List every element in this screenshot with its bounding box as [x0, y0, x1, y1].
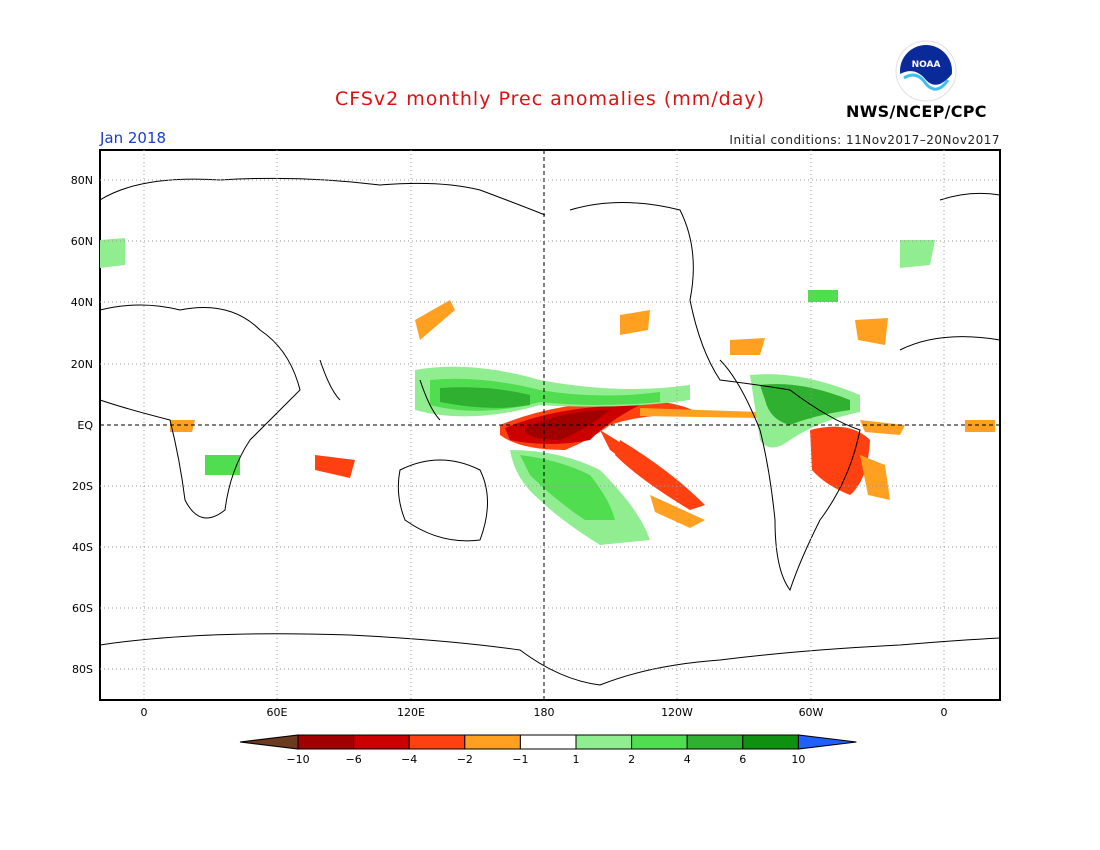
lat-label: 80N: [71, 174, 93, 187]
agency-label: NWS/NCEP/CPC: [846, 102, 987, 121]
lon-label: 60W: [799, 706, 824, 719]
lon-label: 120E: [397, 706, 425, 719]
coastlines: [99, 177, 1001, 686]
colorbar-tick-label: −2: [457, 753, 473, 766]
longitude-labels: 0 60E 120E 180 120W 60W 0: [141, 706, 948, 719]
lat-label: EQ: [77, 419, 93, 432]
colorbar-tick-label: −4: [401, 753, 417, 766]
colorbar-tick-label: −1: [512, 753, 528, 766]
colorbar-swatch: [297, 734, 355, 750]
colorbar-swatch: [631, 734, 688, 750]
colorbar-swatch: [742, 734, 799, 750]
noaa-logo: NOAA: [895, 40, 957, 102]
lon-label: 60E: [267, 706, 288, 719]
colorbar-swatch: [686, 734, 744, 750]
lat-label: 60N: [71, 235, 93, 248]
color-bar-legend: −10 −6 −4 −2 −1 1 2 4 6 10: [239, 734, 857, 766]
colorbar-tick-label: 10: [791, 753, 805, 766]
colorbar-swatch: [353, 734, 410, 750]
lat-label: 40N: [71, 296, 93, 309]
anomaly-shading: [100, 238, 995, 545]
lat-label: 20S: [72, 480, 93, 493]
colorbar-tick-label: −10: [286, 753, 309, 766]
colorbar-arrow-left: [239, 734, 299, 750]
lat-label: 20N: [71, 358, 93, 371]
colorbar-swatch: [519, 734, 577, 750]
colorbar-tick-label: 6: [739, 753, 746, 766]
map-title: CFSv2 monthly Prec anomalies (mm/day): [334, 88, 766, 110]
colorbar-swatch: [408, 734, 466, 750]
colorbar-swatch: [575, 734, 633, 750]
lat-label: 40S: [72, 541, 93, 554]
svg-text:NOAA: NOAA: [912, 60, 941, 70]
lat-label: 60S: [72, 602, 93, 615]
latitude-labels: 80N 60N 40N 20N EQ 20S 40S 60S 80S: [71, 174, 94, 676]
colorbar-tick-label: 4: [684, 753, 691, 766]
initial-conditions: Initial conditions: 11Nov2017–20Nov2017: [729, 133, 1000, 147]
lon-label: 180: [534, 706, 555, 719]
colorbar-tick-label: 1: [573, 753, 580, 766]
colorbar-swatch: [464, 734, 521, 750]
lon-label: 0: [941, 706, 948, 719]
lat-label: 80S: [72, 663, 93, 676]
colorbar-arrow-right: [797, 734, 857, 750]
lon-label: 120W: [661, 706, 693, 719]
colorbar-tick-label: 2: [628, 753, 635, 766]
forecast-month: Jan 2018: [100, 129, 167, 147]
colorbar-tick-label: −6: [345, 753, 361, 766]
lon-label: 0: [141, 706, 148, 719]
